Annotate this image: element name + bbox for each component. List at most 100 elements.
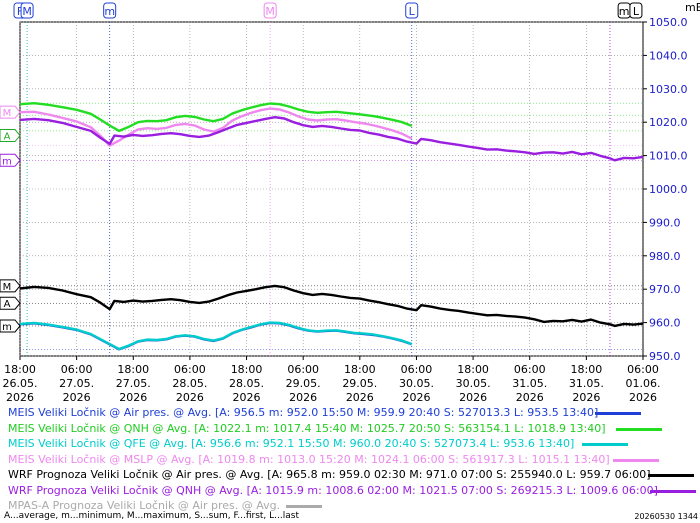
x-tick-time: 18:00 <box>571 363 603 376</box>
y-tick-label: 1050.0 <box>649 16 688 29</box>
legend-series-name: MEIS Veliki Ločnik @ QNH @ Avg. <box>8 421 191 435</box>
legend-series-name: MEIS Veliki Ločnik @ MSLP @ Avg. <box>8 452 195 466</box>
x-tick-date: 29.05. <box>286 377 321 390</box>
x-tick-time: 18:00 <box>344 363 376 376</box>
legend-footnote: A...average, m...minimum, M...maximum, S… <box>4 511 299 521</box>
top-marker-box <box>20 2 34 19</box>
top-marker-label: F <box>17 5 23 18</box>
legend-swatch <box>616 427 662 431</box>
legend-swatch <box>650 489 696 493</box>
y-tick-label: 980.0 <box>649 250 681 263</box>
y-tick-label: 1030.0 <box>649 83 688 96</box>
series-line-2 <box>19 321 413 351</box>
legend-entry: MEIS Veliki Ločnik @ MSLP @ Avg. [A: 101… <box>8 452 698 468</box>
x-tick-time: 18:00 <box>457 363 489 376</box>
x-tick-date: 01.06. <box>626 377 661 390</box>
x-tick-year: 2026 <box>233 391 261 404</box>
x-tick-year: 2026 <box>402 391 430 404</box>
y-tick-label: 1020.0 <box>649 116 688 129</box>
left-marker-label: m <box>2 156 12 167</box>
y-tick-label: 990.0 <box>649 216 681 229</box>
legend-entry: WRF Prognoza Veliki Ločnik @ QNH @ Avg. … <box>8 483 698 499</box>
left-marker-box <box>0 105 21 119</box>
legend-series-name: MEIS Veliki Ločnik @ QFE @ Avg. <box>8 437 188 450</box>
left-marker-box <box>0 129 21 143</box>
x-tick-date: 31.05. <box>569 377 604 390</box>
left-marker-box <box>0 153 21 167</box>
x-tick-time: 06:00 <box>287 363 319 376</box>
x-tick-time: 06:00 <box>61 363 93 376</box>
x-tick-date: 28.05. <box>229 377 264 390</box>
x-tick-year: 2026 <box>63 391 91 404</box>
left-marker-label: M <box>3 108 12 119</box>
x-tick-year: 2026 <box>516 391 544 404</box>
legend-swatch <box>286 505 322 508</box>
y-tick-label: 960.0 <box>649 317 681 330</box>
series-line-1 <box>19 102 413 133</box>
top-marker-label: M <box>265 5 275 18</box>
x-tick-time: 18:00 <box>117 363 149 376</box>
legend-series-stats: [A: 965.8 m: 959.0 02:30 M: 971.0 07:00 … <box>267 468 651 481</box>
legend-series-name: MPAS-A Prognoza Veliki Ločnik @ Air pres… <box>8 499 281 512</box>
legend-swatch <box>648 474 694 477</box>
legend-entry: MEIS Veliki Ločnik @ QFE @ Avg. [A: 956.… <box>8 436 698 452</box>
top-marker-label: m <box>104 5 115 18</box>
x-tick-year: 2026 <box>176 391 204 404</box>
x-tick-year: 2026 <box>346 391 374 404</box>
legend-series-stats: [A: 1015.9 m: 1008.6 02:00 M: 1021.5 07:… <box>246 483 658 497</box>
x-tick-year: 2026 <box>289 391 317 404</box>
x-tick-time: 18:00 <box>4 363 36 376</box>
legend-series-name: WRF Prognoza Veliki Ločnik @ QNH @ Avg. <box>8 483 244 497</box>
legend-entry: WRF Prognoza Veliki Ločnik @ Air pres. @… <box>8 467 698 483</box>
x-tick-year: 2026 <box>629 391 657 404</box>
left-marker-label: M <box>3 282 12 293</box>
x-tick-time: 06:00 <box>401 363 433 376</box>
x-tick-date: 26.05. <box>3 377 38 390</box>
legend-series-stats: [A: 956.6 m: 952.1 15:50 M: 960.0 20:40 … <box>191 437 575 450</box>
top-marker-box <box>629 2 643 19</box>
legend-entry: MPAS-A Prognoza Veliki Ločnik @ Air pres… <box>8 498 698 514</box>
legend-series-stats: [A: 1022.1 m: 1017.4 15:40 M: 1025.7 20:… <box>194 421 606 435</box>
y-tick-label: 970.0 <box>649 283 681 296</box>
y-tick-label: 1010.0 <box>649 150 688 163</box>
left-marker-label: A <box>4 299 11 310</box>
x-tick-date: 27.05. <box>59 377 94 390</box>
legend-entry: MEIS Veliki Ločnik @ QNH @ Avg. [A: 1022… <box>8 421 698 437</box>
x-tick-year: 2026 <box>459 391 487 404</box>
x-tick-date: 31.05. <box>512 377 547 390</box>
legend-series-stats: [A: 956.5 m: 952.0 15:50 M: 959.9 20:40 … <box>214 406 599 419</box>
x-tick-year: 2026 <box>119 391 147 404</box>
unit-label: mB <box>685 1 700 14</box>
x-tick-time: 06:00 <box>627 363 659 376</box>
left-marker-box <box>0 319 21 333</box>
top-marker-box <box>405 2 419 19</box>
legend-series-stats: [A: 1019.8 m: 1013.0 15:20 M: 1024.1 06:… <box>198 452 610 466</box>
x-tick-year: 2026 <box>6 391 34 404</box>
legend-series-name: MEIS Veliki Ločnik @ Air pres. @ Avg. <box>8 406 212 419</box>
series-line-5 <box>19 116 644 162</box>
legend-series-name: WRF Prognoza Veliki Ločnik @ Air pres. @… <box>8 468 264 481</box>
y-tick-label: 950.0 <box>649 350 681 363</box>
left-marker-box <box>0 296 21 310</box>
legend-swatch <box>595 412 641 415</box>
x-tick-time: 06:00 <box>514 363 546 376</box>
x-tick-date: 29.05. <box>342 377 377 390</box>
x-tick-date: 30.05. <box>399 377 434 390</box>
timestamp: 20260530 1344 <box>634 512 698 521</box>
y-tick-label: 1040.0 <box>649 49 688 62</box>
legend-swatch <box>613 458 659 462</box>
left-marker-box <box>0 279 21 293</box>
series-line-4 <box>19 284 644 328</box>
x-tick-date: 30.05. <box>456 377 491 390</box>
top-marker-box <box>103 2 117 19</box>
x-tick-time: 06:00 <box>174 363 206 376</box>
left-marker-label: A <box>4 132 11 143</box>
top-marker-label: M <box>22 5 32 18</box>
y-tick-label: 1000.0 <box>649 183 688 196</box>
top-marker-box <box>263 2 277 19</box>
chart-legend: MEIS Veliki Ločnik @ Air pres. @ Avg. [A… <box>8 405 698 514</box>
x-tick-date: 28.05. <box>172 377 207 390</box>
top-marker-label: L <box>409 5 416 18</box>
legend-swatch <box>582 443 628 446</box>
x-tick-time: 18:00 <box>231 363 263 376</box>
